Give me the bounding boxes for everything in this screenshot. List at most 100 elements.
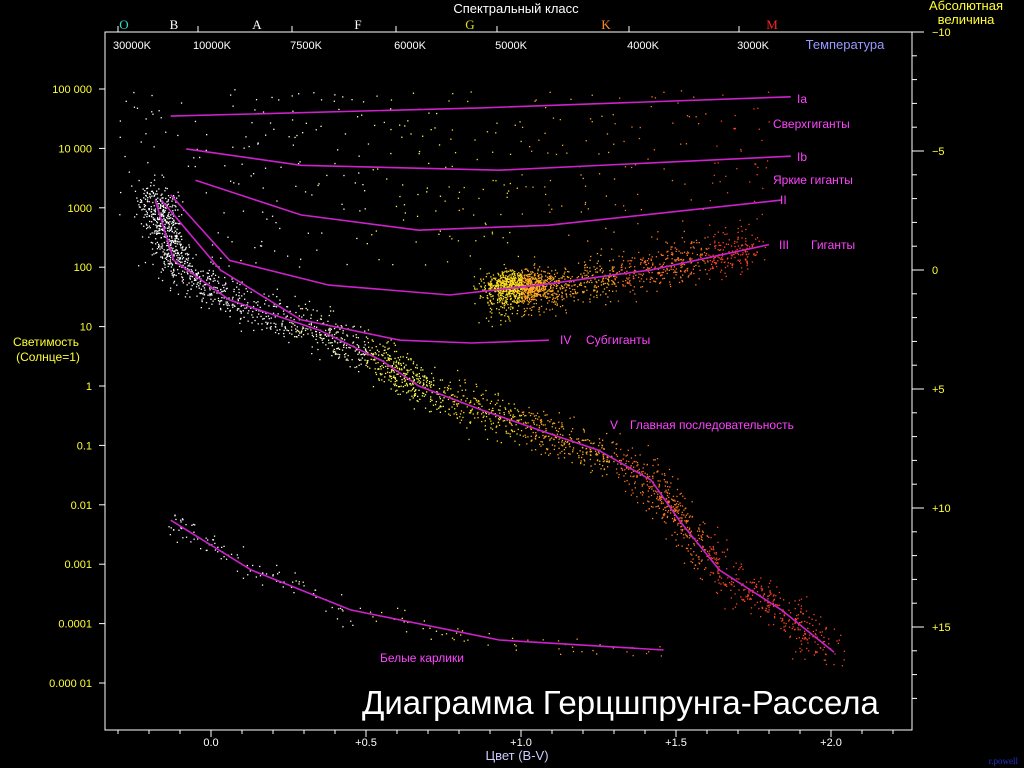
star-point [463, 411, 465, 414]
star-point [631, 462, 634, 464]
star-point [505, 280, 507, 282]
star-point [525, 289, 527, 291]
star-point [732, 608, 734, 610]
star-point [561, 439, 564, 442]
star-point [316, 310, 318, 312]
star-point [762, 241, 764, 243]
star-point [644, 472, 646, 474]
star-point [169, 289, 172, 292]
star-point [484, 288, 486, 290]
star-point [709, 268, 712, 270]
star-point [470, 91, 472, 93]
star-point [719, 181, 721, 183]
star-point [730, 254, 732, 256]
star-point [157, 218, 159, 221]
star-point [596, 454, 599, 456]
star-point [529, 299, 531, 301]
star-point [343, 346, 345, 348]
star-point [308, 323, 310, 325]
star-point [404, 372, 406, 375]
star-point [704, 549, 707, 551]
star-point [164, 252, 166, 254]
star-point [496, 425, 498, 427]
star-point [570, 278, 572, 280]
star-point [223, 212, 225, 214]
star-point [713, 256, 715, 259]
star-point [543, 290, 545, 292]
star-point [571, 461, 573, 464]
star-point [675, 260, 677, 262]
star-point [387, 341, 389, 343]
star-point [576, 438, 578, 440]
star-point [646, 473, 648, 475]
star-point [636, 465, 638, 467]
star-point [502, 274, 505, 277]
star-point [690, 530, 692, 532]
star-point [699, 524, 701, 526]
star-point [538, 425, 541, 427]
star-point [686, 520, 688, 522]
star-point [816, 636, 818, 638]
star-point [670, 512, 672, 514]
star-point [145, 118, 147, 120]
star-point [492, 298, 494, 300]
star-point [518, 279, 520, 281]
star-point [388, 379, 390, 381]
star-point [677, 512, 680, 514]
star-point [162, 221, 164, 223]
star-point [640, 258, 642, 260]
luminosity-class-curve [186, 148, 791, 172]
star-point [485, 413, 487, 415]
star-point [246, 290, 249, 293]
star-point [426, 191, 428, 193]
star-point [738, 589, 740, 591]
star-point [211, 256, 213, 258]
star-point [311, 334, 314, 336]
star-point [514, 289, 516, 291]
star-point [643, 267, 645, 269]
star-point [711, 263, 713, 265]
star-point [495, 132, 497, 134]
star-point [580, 284, 583, 286]
star-point [508, 412, 510, 414]
star-point [217, 300, 220, 302]
star-point [718, 558, 721, 560]
star-point [602, 277, 604, 280]
star-point [389, 375, 391, 377]
star-point [181, 518, 184, 520]
star-point [509, 435, 512, 438]
star-point [366, 243, 368, 245]
star-point [672, 520, 675, 523]
star-point [328, 339, 330, 341]
star-point [257, 142, 259, 144]
star-point [679, 522, 681, 524]
star-point [178, 254, 180, 256]
star-point [624, 166, 627, 168]
star-point [520, 284, 522, 286]
star-point [638, 468, 640, 470]
star-point [670, 285, 672, 288]
star-point [822, 649, 824, 651]
star-point [594, 284, 596, 287]
star-point [299, 161, 301, 163]
star-point [686, 535, 688, 537]
star-point [463, 640, 465, 642]
star-point [558, 412, 560, 414]
star-point [410, 133, 412, 135]
star-point [146, 213, 148, 216]
star-point [461, 389, 463, 391]
star-point [638, 471, 641, 473]
star-point [476, 413, 479, 415]
star-point [671, 179, 674, 182]
star-point [612, 270, 615, 272]
star-point [525, 290, 527, 292]
star-point [507, 292, 510, 295]
star-point [494, 404, 497, 406]
star-point [731, 584, 733, 586]
star-point [549, 179, 552, 182]
star-point [423, 620, 425, 622]
star-point [516, 288, 518, 290]
star-point [732, 253, 734, 256]
star-point [503, 263, 505, 266]
star-point [451, 394, 453, 396]
